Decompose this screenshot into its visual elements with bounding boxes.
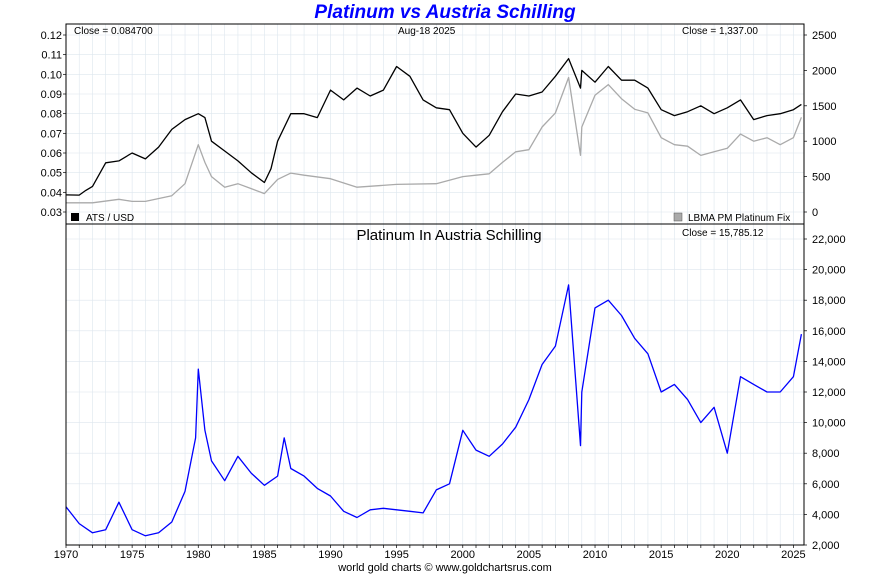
y-left-tick-label: 0.08 <box>41 109 62 121</box>
top-close-left: Close = 0.084700 <box>74 26 153 37</box>
y-right-tick-label: 14,000 <box>812 356 846 368</box>
y-left-tick-label: 0.11 <box>41 50 62 62</box>
bottom-panel-title: Platinum In Austria Schilling <box>356 227 541 244</box>
legend-ats: ATS / USD <box>86 213 134 224</box>
y-left-tick-label: 0.09 <box>41 89 62 101</box>
y-right-tick-label: 8,000 <box>812 448 840 460</box>
top-panel-frame <box>65 23 805 225</box>
y-left-tick-label: 0.06 <box>41 148 62 160</box>
y-left-tick-label: 0.10 <box>41 69 62 81</box>
series-platinum-in-ats-line <box>65 284 803 537</box>
legend-platinum: LBMA PM Platinum Fix <box>688 213 790 224</box>
x-tick-label: 1985 <box>252 549 276 561</box>
legend-swatch-platinum <box>673 212 683 222</box>
legend-swatch-ats <box>71 213 79 221</box>
y-right-tick-label: 1500 <box>812 101 836 113</box>
y-right-tick-label: 2000 <box>812 65 836 77</box>
x-tick-label: 2025 <box>781 549 805 561</box>
top-close-right: Close = 1,337.00 <box>682 26 758 37</box>
y-left-tick-label: 0.03 <box>41 207 62 219</box>
y-left-tick-label: 0.07 <box>41 128 62 140</box>
y-left-tick-label: 0.04 <box>41 187 62 199</box>
y-right-tick-label: 0 <box>812 207 818 219</box>
y-right-tick-label: 16,000 <box>812 326 846 338</box>
y-right-tick-label: 1000 <box>812 136 836 148</box>
x-tick-label: 1995 <box>384 549 408 561</box>
y-right-tick-label: 2,000 <box>812 540 840 552</box>
x-tick-label: 1970 <box>54 549 78 561</box>
y-right-tick-label: 20,000 <box>812 265 846 277</box>
x-tick-label: 2005 <box>517 549 541 561</box>
series-platinum-line <box>66 76 803 204</box>
top-date: Aug-18 2025 <box>398 26 456 37</box>
series-ats-usd-line <box>65 57 802 196</box>
x-tick-label: 2010 <box>583 549 607 561</box>
y-right-tick-label: 10,000 <box>812 418 846 430</box>
grid-layer <box>65 24 804 546</box>
footer-credit: world gold charts © www.goldchartsrus.co… <box>338 562 552 574</box>
y-right-tick-label: 12,000 <box>812 387 846 399</box>
axis-layer: 1970 1975 1980 1985 1990 1995 2000 2005 2010 2015… <box>41 30 846 561</box>
y-right-tick-label: 500 <box>812 172 830 184</box>
bottom-panel-frame <box>65 223 805 546</box>
series-layer <box>65 57 803 537</box>
y-right-tick-label: 4,000 <box>812 509 840 521</box>
y-right-tick-label: 2500 <box>812 30 836 42</box>
x-tick-label: 1990 <box>318 549 342 561</box>
y-left-tick-label: 0.05 <box>41 168 62 180</box>
x-tick-label: 2000 <box>451 549 475 561</box>
chart-title: Platinum vs Austria Schilling <box>314 2 576 23</box>
y-right-tick-label: 6,000 <box>812 479 840 491</box>
x-tick-label: 2015 <box>649 549 673 561</box>
y-right-tick-label: 22,000 <box>812 234 846 246</box>
bottom-close: Close = 15,785.12 <box>682 228 764 239</box>
y-right-tick-label: 18,000 <box>812 295 846 307</box>
x-tick-label: 1980 <box>186 549 210 561</box>
x-tick-label: 1975 <box>120 549 144 561</box>
x-tick-label: 2020 <box>715 549 739 561</box>
y-left-tick-label: 0.12 <box>41 30 62 42</box>
